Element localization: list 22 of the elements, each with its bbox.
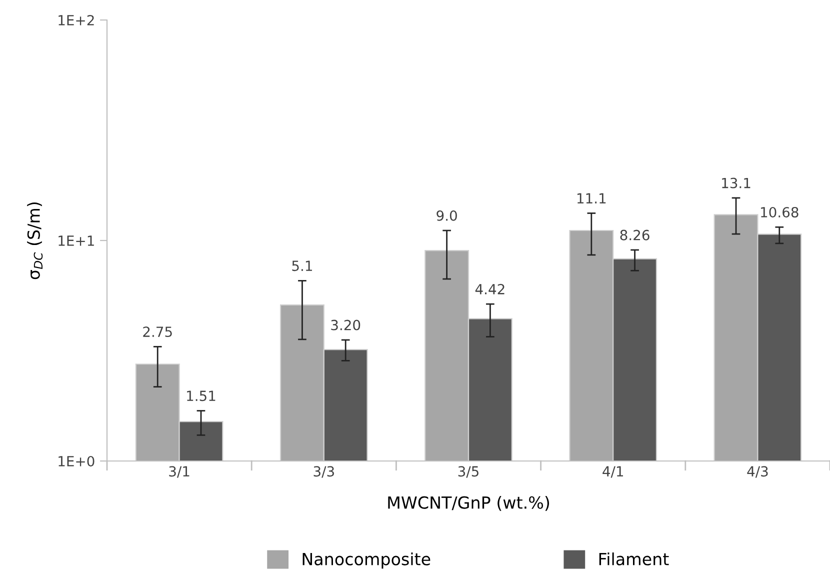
x-tick-label: 4/3 xyxy=(747,466,768,478)
x-tick-label: 3/1 xyxy=(169,466,190,478)
data-label: 10.68 xyxy=(761,206,798,218)
y-tick-label: 1E+2 xyxy=(58,14,94,26)
data-label: 1.51 xyxy=(187,390,216,402)
data-label: 2.75 xyxy=(143,326,172,338)
data-label: 8.26 xyxy=(620,230,650,240)
x-tick-label: 3/5 xyxy=(458,466,478,478)
data-label: 3.20 xyxy=(331,320,360,330)
x-axis-title: MWCNT/GnP (wt.%) xyxy=(388,496,550,511)
y-axis-title: σ$_{DC}$ (S/m) xyxy=(27,202,43,280)
data-label: 11.1 xyxy=(577,193,606,204)
data-label: 5.1 xyxy=(292,260,312,272)
x-tick-label: 4/1 xyxy=(602,466,623,478)
data-label: 13.1 xyxy=(722,178,750,188)
data-label: 9.0 xyxy=(436,210,457,221)
data-label: 4.42 xyxy=(475,284,504,294)
legend-label: Nanocomposite xyxy=(302,552,430,569)
y-tick-label: 1E+1 xyxy=(58,236,94,246)
legend-label: Filament xyxy=(599,552,669,566)
y-tick-label: 1E+0 xyxy=(58,456,94,466)
x-tick-label: 3/3 xyxy=(314,466,334,478)
